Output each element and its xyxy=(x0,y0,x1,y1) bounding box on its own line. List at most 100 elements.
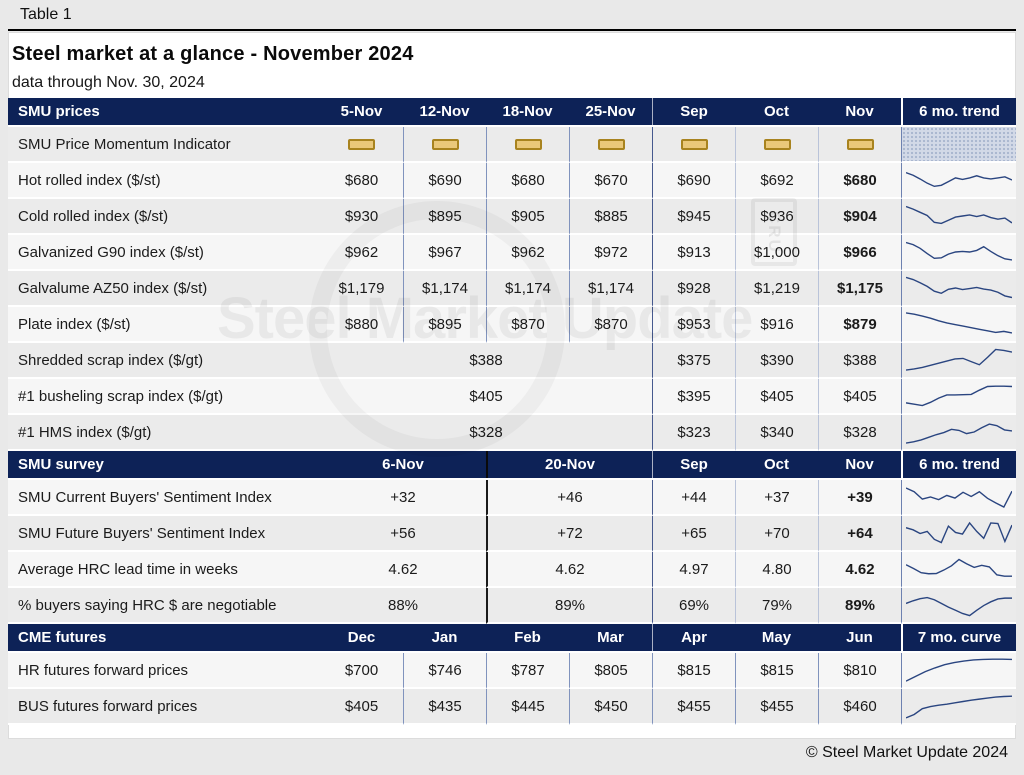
row-label: Hot rolled index ($/st) xyxy=(8,163,320,199)
momentum-indicator-chip xyxy=(431,138,459,150)
row-label: SMU Future Buyers' Sentiment Index xyxy=(8,516,320,552)
section-title: SMU survey xyxy=(18,456,104,473)
month-value-cell: 89% xyxy=(818,588,901,624)
section-title: CME futures xyxy=(18,629,107,646)
section-header-row: SMU survey 6-Nov 20-Nov Sep Oct Nov 6 mo. tren… xyxy=(8,451,1016,480)
survey-value-cell: +32 xyxy=(320,480,486,516)
column-header: Apr xyxy=(652,624,735,651)
month-value-cell: 4.97 xyxy=(652,552,735,588)
value-cell: $680 xyxy=(818,163,901,199)
value-cell: $966 xyxy=(818,235,901,271)
trend-hatch-cell xyxy=(901,127,1016,163)
trend-sparkline-cell xyxy=(901,307,1016,343)
data-table: SMU prices 5-Nov 12-Nov 18-Nov 25-Nov Sep Oct N… xyxy=(8,98,1016,725)
section-header-row: CME futures Dec Jan Feb Mar Apr May Jun 7 mo. cu… xyxy=(8,624,1016,653)
value-cell: $962 xyxy=(486,235,569,271)
momentum-indicator-chip xyxy=(348,138,375,150)
row-label: #1 HMS index ($/gt) xyxy=(8,415,320,451)
trend-sparkline-cell xyxy=(901,271,1016,307)
month-value-cell: +65 xyxy=(652,516,735,552)
momentum-indicator-chip xyxy=(846,138,874,150)
trend-sparkline-cell xyxy=(901,689,1016,725)
table-row: SMU Price Momentum Indicator xyxy=(8,127,1016,163)
momentum-indicator-chip xyxy=(514,138,542,150)
table-row: BUS futures forward prices $405 $435 $445 $4… xyxy=(8,689,1016,725)
page-subtitle: data through Nov. 30, 2024 xyxy=(12,74,205,91)
report-card: Steel market at a glance - November 2024… xyxy=(8,32,1016,739)
column-header: May xyxy=(761,629,792,646)
survey-value-cell: +56 xyxy=(320,516,486,552)
survey-value-cell: +72 xyxy=(486,516,652,552)
table-row: Plate index ($/st) $880 $895 $870 $870 $953 $9… xyxy=(8,307,1016,343)
row-label: BUS futures forward prices xyxy=(8,689,320,725)
value-cell: $815 xyxy=(652,653,735,689)
momentum-cell xyxy=(569,127,652,163)
row-label: Galvalume AZ50 index ($/st) xyxy=(8,271,320,307)
table-row: SMU Future Buyers' Sentiment Index +56 +72… xyxy=(8,516,1016,552)
trend-sparkline-cell xyxy=(901,480,1016,516)
survey-value-cell: 89% xyxy=(486,588,652,624)
table-number-label: Table 1 xyxy=(20,6,72,23)
column-header: 5-Nov xyxy=(340,103,383,120)
value-cell: $945 xyxy=(652,199,735,235)
column-header: 12-Nov xyxy=(419,103,470,120)
value-cell: $870 xyxy=(569,307,652,343)
column-header: Nov xyxy=(845,103,874,120)
value-cell: $805 xyxy=(569,653,652,689)
month-value-cell: +39 xyxy=(818,480,901,516)
momentum-cell xyxy=(818,127,901,163)
table-row: Hot rolled index ($/st) $680 $690 $680 $670 $… xyxy=(8,163,1016,199)
value-cell: $810 xyxy=(818,653,901,689)
table-row: #1 busheling scrap index ($/gt) $405 $395 $… xyxy=(8,379,1016,415)
value-cell: $1,179 xyxy=(320,271,403,307)
value-cell: $953 xyxy=(652,307,735,343)
table-row: #1 HMS index ($/gt) $328 $323 $340 $328 xyxy=(8,415,1016,451)
column-header: 25-Nov xyxy=(585,103,636,120)
month-value-cell: 69% xyxy=(652,588,735,624)
trend-sparkline-cell xyxy=(901,163,1016,199)
trend-sparkline-cell xyxy=(901,379,1016,415)
value-cell: $880 xyxy=(320,307,403,343)
month-value-cell: $328 xyxy=(818,415,901,451)
value-cell: $928 xyxy=(652,271,735,307)
row-label: Cold rolled index ($/st) xyxy=(8,199,320,235)
copyright-footer: © Steel Market Update 2024 xyxy=(805,744,1008,761)
momentum-cell xyxy=(735,127,818,163)
month-value-cell: $375 xyxy=(652,343,735,379)
trend-sparkline-cell xyxy=(901,653,1016,689)
value-cell: $904 xyxy=(818,199,901,235)
survey-value-cell: +46 xyxy=(486,480,652,516)
row-label: Plate index ($/st) xyxy=(8,307,320,343)
table-row: Galvanized G90 index ($/st) $962 $967 $962 $… xyxy=(8,235,1016,271)
survey-value-cell: 4.62 xyxy=(320,552,486,588)
value-cell: $905 xyxy=(486,199,569,235)
value-cell: $700 xyxy=(320,653,403,689)
trend-sparkline-cell xyxy=(901,199,1016,235)
month-value-cell: 4.62 xyxy=(818,552,901,588)
table-row: Cold rolled index ($/st) $930 $895 $905 $885… xyxy=(8,199,1016,235)
month-value-cell: +70 xyxy=(735,516,818,552)
value-cell: $1,174 xyxy=(486,271,569,307)
momentum-cell xyxy=(486,127,569,163)
merged-weekly-value-cell: $388 xyxy=(320,343,652,379)
month-value-cell: +44 xyxy=(652,480,735,516)
trend-sparkline-cell xyxy=(901,516,1016,552)
momentum-cell xyxy=(403,127,486,163)
row-label: #1 busheling scrap index ($/gt) xyxy=(8,379,320,415)
row-label: Galvanized G90 index ($/st) xyxy=(8,235,320,271)
momentum-indicator-chip xyxy=(680,138,708,150)
month-value-cell: 79% xyxy=(735,588,818,624)
trend-sparkline-cell xyxy=(901,235,1016,271)
column-header: Oct xyxy=(763,456,789,473)
month-value-cell: $405 xyxy=(735,379,818,415)
month-value-cell: 4.80 xyxy=(735,552,818,588)
survey-value-cell: 4.62 xyxy=(486,552,652,588)
column-header: Feb xyxy=(514,629,541,646)
table-row: % buyers saying HRC $ are negotiable 88% 8… xyxy=(8,588,1016,624)
value-cell: $787 xyxy=(486,653,569,689)
value-cell: $895 xyxy=(403,307,486,343)
column-header: Jan xyxy=(431,629,458,646)
value-cell: $1,174 xyxy=(403,271,486,307)
value-cell: $913 xyxy=(652,235,735,271)
trend-sparkline-cell xyxy=(901,415,1016,451)
